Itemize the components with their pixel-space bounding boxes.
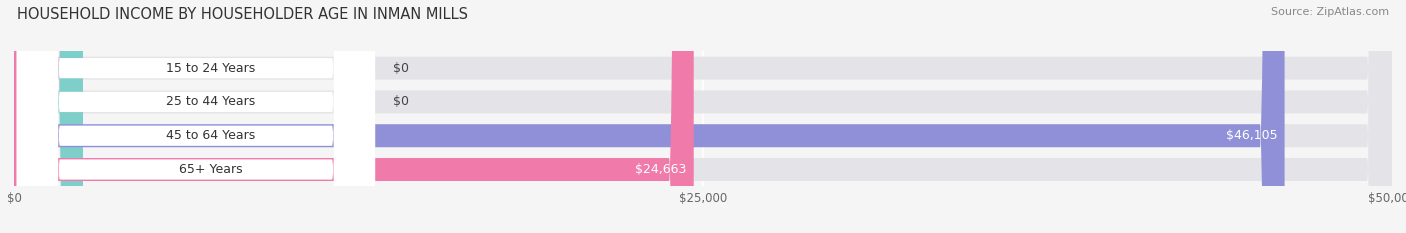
FancyBboxPatch shape: [17, 0, 375, 233]
Text: $46,105: $46,105: [1226, 129, 1278, 142]
Text: 25 to 44 Years: 25 to 44 Years: [166, 96, 256, 108]
FancyBboxPatch shape: [14, 0, 1392, 233]
Text: $24,663: $24,663: [636, 163, 686, 176]
FancyBboxPatch shape: [14, 0, 1392, 233]
FancyBboxPatch shape: [14, 0, 1392, 233]
FancyBboxPatch shape: [17, 0, 375, 233]
FancyBboxPatch shape: [14, 0, 83, 233]
Text: HOUSEHOLD INCOME BY HOUSEHOLDER AGE IN INMAN MILLS: HOUSEHOLD INCOME BY HOUSEHOLDER AGE IN I…: [17, 7, 468, 22]
FancyBboxPatch shape: [17, 0, 375, 233]
FancyBboxPatch shape: [14, 0, 1392, 233]
Text: Source: ZipAtlas.com: Source: ZipAtlas.com: [1271, 7, 1389, 17]
FancyBboxPatch shape: [14, 0, 693, 233]
Text: 15 to 24 Years: 15 to 24 Years: [166, 62, 256, 75]
Text: $0: $0: [394, 62, 409, 75]
Text: 45 to 64 Years: 45 to 64 Years: [166, 129, 256, 142]
FancyBboxPatch shape: [14, 0, 1285, 233]
Text: $0: $0: [394, 96, 409, 108]
FancyBboxPatch shape: [14, 0, 83, 233]
Text: 65+ Years: 65+ Years: [180, 163, 243, 176]
FancyBboxPatch shape: [17, 0, 375, 233]
